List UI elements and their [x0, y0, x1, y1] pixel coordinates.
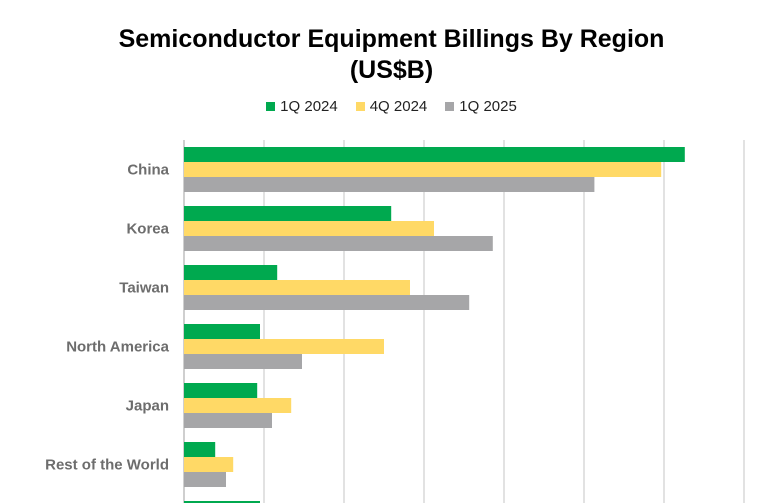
bar-4q-2024-rest-of-the-world	[184, 457, 234, 472]
legend-item-1q-2025: 1Q 2025	[445, 98, 517, 115]
bar-1q-2025-taiwan	[184, 295, 470, 310]
legend-label: 1Q 2024	[280, 98, 338, 115]
bar-4q-2024-korea	[184, 221, 434, 236]
bar-1q-2025-japan	[184, 413, 272, 428]
legend-label: 1Q 2025	[459, 98, 517, 115]
category-label: Rest of the World	[45, 457, 169, 474]
chart-title-line-2: (US$B)	[349, 56, 434, 84]
bar-1q-2024	[184, 501, 260, 503]
bar-1q-2025-china	[184, 177, 595, 192]
category-label: China	[127, 162, 169, 179]
category-label: Korea	[126, 221, 169, 238]
chart-title: Semiconductor Equipment Billings By Regi…	[0, 24, 783, 86]
legend-item-1q-2024: 1Q 2024	[266, 98, 338, 115]
bar-4q-2024-taiwan	[184, 280, 410, 295]
bar-1q-2025-korea	[184, 236, 493, 251]
legend-swatch	[445, 102, 455, 111]
bar-1q-2024-korea	[184, 206, 392, 221]
legend: 1Q 2024 4Q 2024 1Q 2025	[0, 98, 783, 115]
category-label: North America	[66, 339, 169, 356]
chart-title-line-1: Semiconductor Equipment Billings By Regi…	[118, 25, 665, 53]
category-label: Taiwan	[119, 280, 169, 297]
bar-4q-2024-china	[184, 162, 662, 177]
bar-1q-2025-rest-of-the-world	[184, 472, 226, 487]
category-label: Japan	[126, 398, 169, 415]
bar-1q-2024-north-america	[184, 324, 260, 339]
bar-1q-2024-taiwan	[184, 265, 278, 280]
legend-label: 4Q 2024	[369, 98, 428, 115]
bar-1q-2025-north-america	[184, 354, 302, 369]
legend-swatch	[355, 102, 365, 111]
legend-swatch	[266, 102, 276, 111]
bar-1q-2024-china	[184, 147, 685, 162]
bar-1q-2024-japan	[184, 383, 258, 398]
legend-item-4q-2024: 4Q 2024	[355, 98, 428, 115]
bar-4q-2024-japan	[184, 398, 292, 413]
bar-1q-2024-rest-of-the-world	[184, 442, 216, 457]
bar-4q-2024-north-america	[184, 339, 384, 354]
